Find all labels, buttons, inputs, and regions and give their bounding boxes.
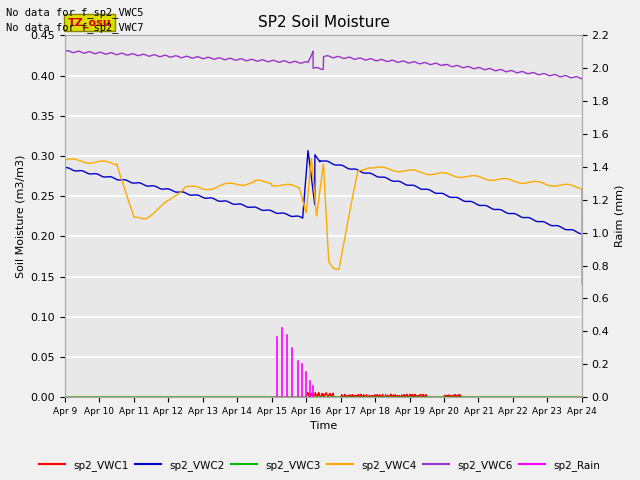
Y-axis label: Soil Moisture (m3/m3): Soil Moisture (m3/m3) — [15, 155, 25, 278]
Text: TZ_osu: TZ_osu — [68, 18, 111, 28]
Text: No data for f_sp2_VWC5: No data for f_sp2_VWC5 — [6, 7, 144, 18]
Text: No data for f_sp2_VWC7: No data for f_sp2_VWC7 — [6, 22, 144, 33]
Title: SP2 Soil Moisture: SP2 Soil Moisture — [257, 15, 389, 30]
X-axis label: Time: Time — [310, 421, 337, 432]
Y-axis label: Raim (mm): Raim (mm) — [615, 185, 625, 247]
Legend: sp2_VWC1, sp2_VWC2, sp2_VWC3, sp2_VWC4, sp2_VWC6, sp2_Rain: sp2_VWC1, sp2_VWC2, sp2_VWC3, sp2_VWC4, … — [35, 456, 605, 475]
